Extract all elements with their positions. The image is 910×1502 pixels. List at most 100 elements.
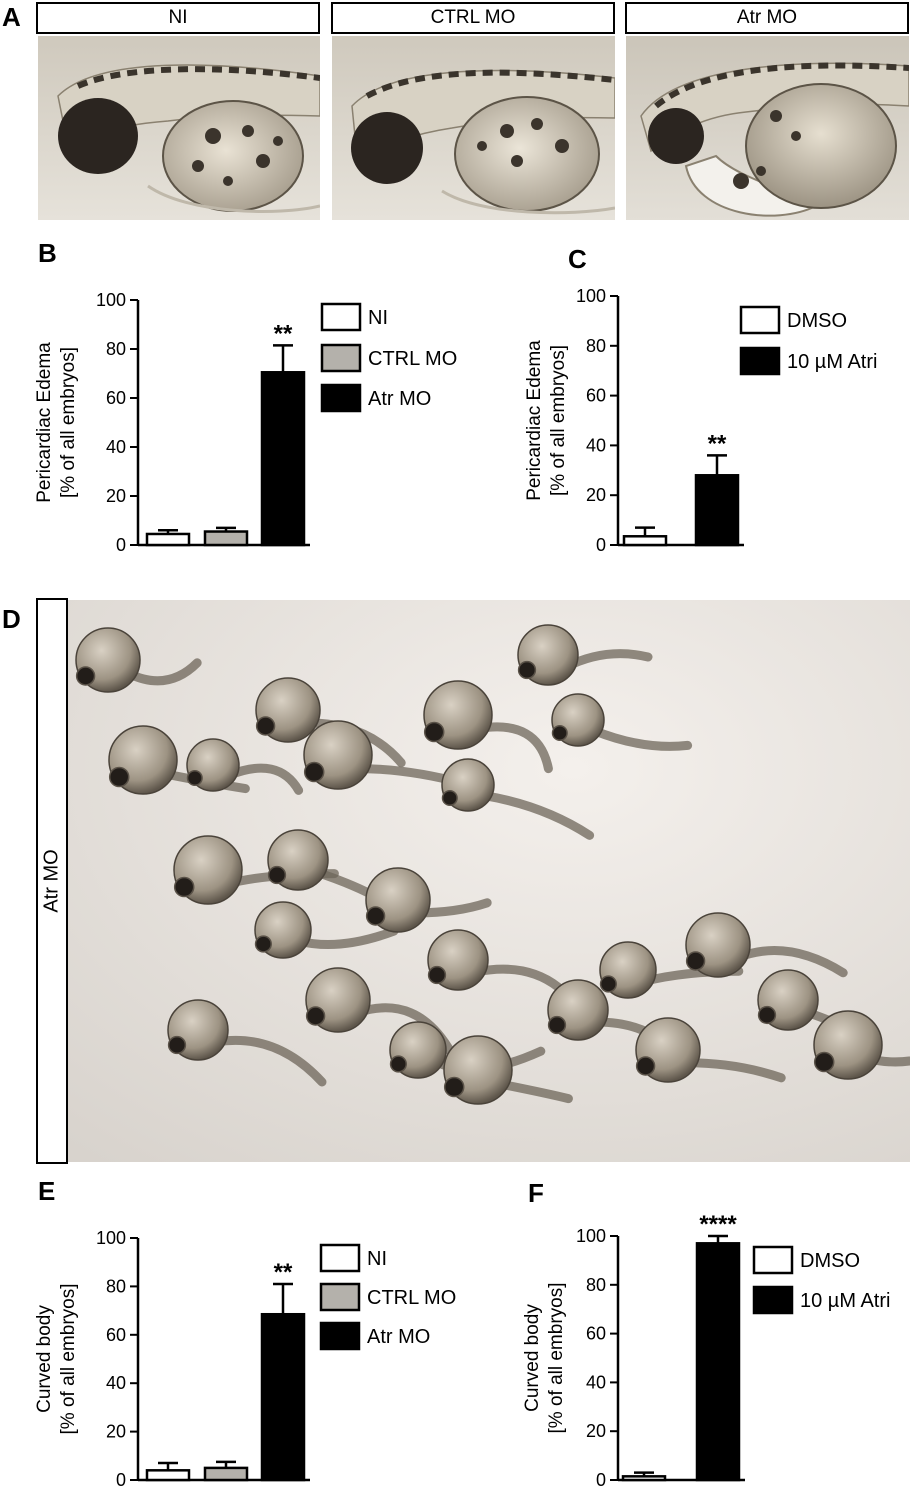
y-tick-label: 0	[116, 1470, 126, 1490]
embryo-eye	[389, 1055, 407, 1073]
y-tick-label: 80	[106, 339, 126, 359]
embryo-eye	[267, 865, 287, 885]
y-tick-label: 80	[586, 1275, 606, 1295]
embryo-eye	[551, 724, 568, 742]
legend-label: 10 µM Atri	[787, 351, 877, 373]
y-axis-label: [% of all embryos]	[58, 1284, 79, 1435]
embryo-eye	[173, 876, 195, 898]
y-tick-label: 60	[106, 1325, 126, 1345]
photo-atr-mo-larva	[626, 36, 909, 220]
embryo-eye	[186, 769, 203, 787]
legend-label: DMSO	[787, 310, 847, 332]
legend-swatch	[319, 1321, 361, 1351]
legend-swatch	[319, 1282, 361, 1312]
zebrafish-larva-icon	[38, 36, 320, 220]
panel-letter-f: F	[528, 1178, 544, 1208]
embryo-eye	[423, 721, 445, 743]
y-tick-label: 100	[96, 290, 126, 310]
y-tick-label: 0	[116, 535, 126, 555]
embryo-eye	[517, 660, 537, 680]
zebrafish-larva-icon	[332, 36, 615, 220]
y-tick-label: 20	[106, 486, 126, 506]
bar	[203, 1466, 249, 1482]
embryo-eye	[365, 906, 386, 926]
zebrafish-larva-icon	[626, 36, 909, 220]
embryo-eye	[635, 1056, 656, 1076]
embryo-eye	[303, 761, 325, 783]
legend-swatch	[320, 383, 362, 413]
y-tick-label: 40	[106, 437, 126, 457]
legend-label: DMSO	[800, 1250, 860, 1272]
legend-label: Atr MO	[367, 1326, 430, 1348]
y-tick-label: 60	[586, 386, 606, 406]
embryo-eye	[305, 1006, 326, 1026]
y-tick-label: 80	[106, 1276, 126, 1296]
y-axis-label: [% of all embryos]	[548, 345, 569, 496]
chart-f: 0 20 40 60 80 100 Curved body [% of all embryos…	[522, 1211, 890, 1490]
embryo-eye	[75, 666, 96, 686]
legend-swatch	[319, 1243, 361, 1273]
embryo-eye	[255, 716, 276, 736]
label-ni: NI	[36, 2, 320, 34]
legend-swatch	[752, 1285, 794, 1315]
y-tick-label: 40	[586, 1372, 606, 1392]
legend-label: CTRL MO	[367, 1287, 456, 1309]
panel-letter-b: B	[38, 238, 57, 268]
bar	[260, 371, 306, 547]
embryo-tail	[589, 725, 693, 751]
chart-c: 0 20 40 60 80 100 Pericardiac Edema [% of all e…	[524, 286, 877, 555]
panel-letter-a: A	[2, 2, 21, 32]
panel-letter-e: E	[38, 1176, 56, 1206]
y-axis-label: Pericardiac Edema	[524, 340, 545, 501]
y-tick-label: 20	[586, 485, 606, 505]
chart-e: 0 20 40 60 80 100 Curved body [% of all embryos…	[34, 1228, 456, 1490]
legend-label: CTRL MO	[368, 348, 457, 370]
label-atr-mo-vertical: Atr MO	[36, 598, 68, 1164]
legend-label: NI	[367, 1248, 387, 1270]
legend-swatch	[320, 343, 362, 373]
embryo-eye	[443, 1076, 465, 1098]
embryo-eye	[547, 1015, 567, 1035]
significance-marker: ****	[699, 1211, 737, 1238]
label-ctrl-mo: CTRL MO	[331, 2, 615, 34]
y-tick-label: 80	[586, 336, 606, 356]
significance-marker: **	[708, 430, 727, 457]
zebrafish-embryo-group-icon	[68, 600, 910, 1162]
y-tick-label: 20	[106, 1422, 126, 1442]
embryo-eye	[108, 766, 130, 788]
embryo-eye	[757, 1005, 777, 1025]
embryo-eye	[441, 789, 458, 807]
embryo-tail	[211, 1035, 327, 1087]
embryo-eye	[685, 951, 706, 971]
label-atr-mo: Atr MO	[625, 2, 909, 34]
embryo-eye	[427, 965, 447, 985]
bar	[145, 532, 191, 547]
y-tick-label: 100	[96, 1228, 126, 1248]
y-tick-label: 60	[586, 1324, 606, 1344]
bar	[621, 1475, 667, 1482]
embryo-eye	[254, 935, 272, 953]
legend-swatch	[752, 1245, 794, 1275]
legend-label: NI	[368, 307, 388, 329]
photo-ctrl-mo-larva	[332, 36, 615, 220]
panel-letter-d: D	[2, 604, 21, 634]
legend-swatch	[739, 305, 781, 335]
y-axis-label: [% of all embryos]	[58, 347, 79, 498]
bar	[695, 1242, 741, 1482]
y-tick-label: 40	[586, 435, 606, 455]
y-tick-label: 100	[576, 286, 606, 306]
embryo-eye	[813, 1051, 835, 1073]
legend-swatch	[739, 346, 781, 376]
significance-marker: **	[274, 1259, 293, 1286]
y-tick-label: 0	[596, 535, 606, 555]
embryo-eye	[167, 1035, 187, 1055]
legend-label: 10 µM Atri	[800, 1290, 890, 1312]
legend-swatch	[320, 302, 362, 332]
significance-marker: **	[274, 320, 293, 347]
y-tick-label: 100	[576, 1226, 606, 1246]
chart-b: 0 20 40 60 80 100 Pericardiac Edema [% of all e…	[34, 290, 457, 555]
y-axis-label: Curved body	[522, 1304, 543, 1412]
y-tick-label: 0	[596, 1470, 606, 1490]
photo-atr-mo-embryos	[68, 600, 910, 1162]
embryo-tail	[479, 790, 595, 840]
